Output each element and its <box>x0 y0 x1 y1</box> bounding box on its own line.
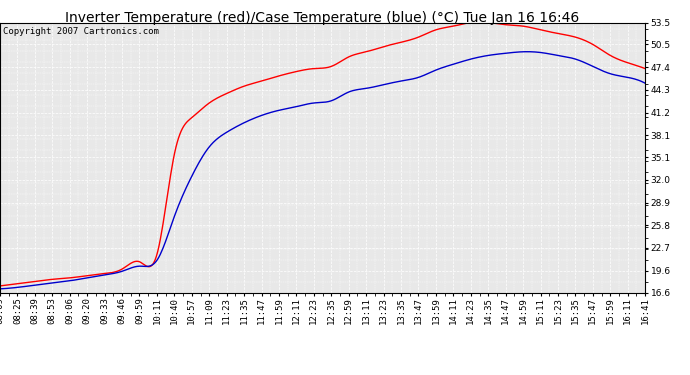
Text: Copyright 2007 Cartronics.com: Copyright 2007 Cartronics.com <box>3 27 159 36</box>
Text: Inverter Temperature (red)/Case Temperature (blue) (°C) Tue Jan 16 16:46: Inverter Temperature (red)/Case Temperat… <box>65 11 580 25</box>
